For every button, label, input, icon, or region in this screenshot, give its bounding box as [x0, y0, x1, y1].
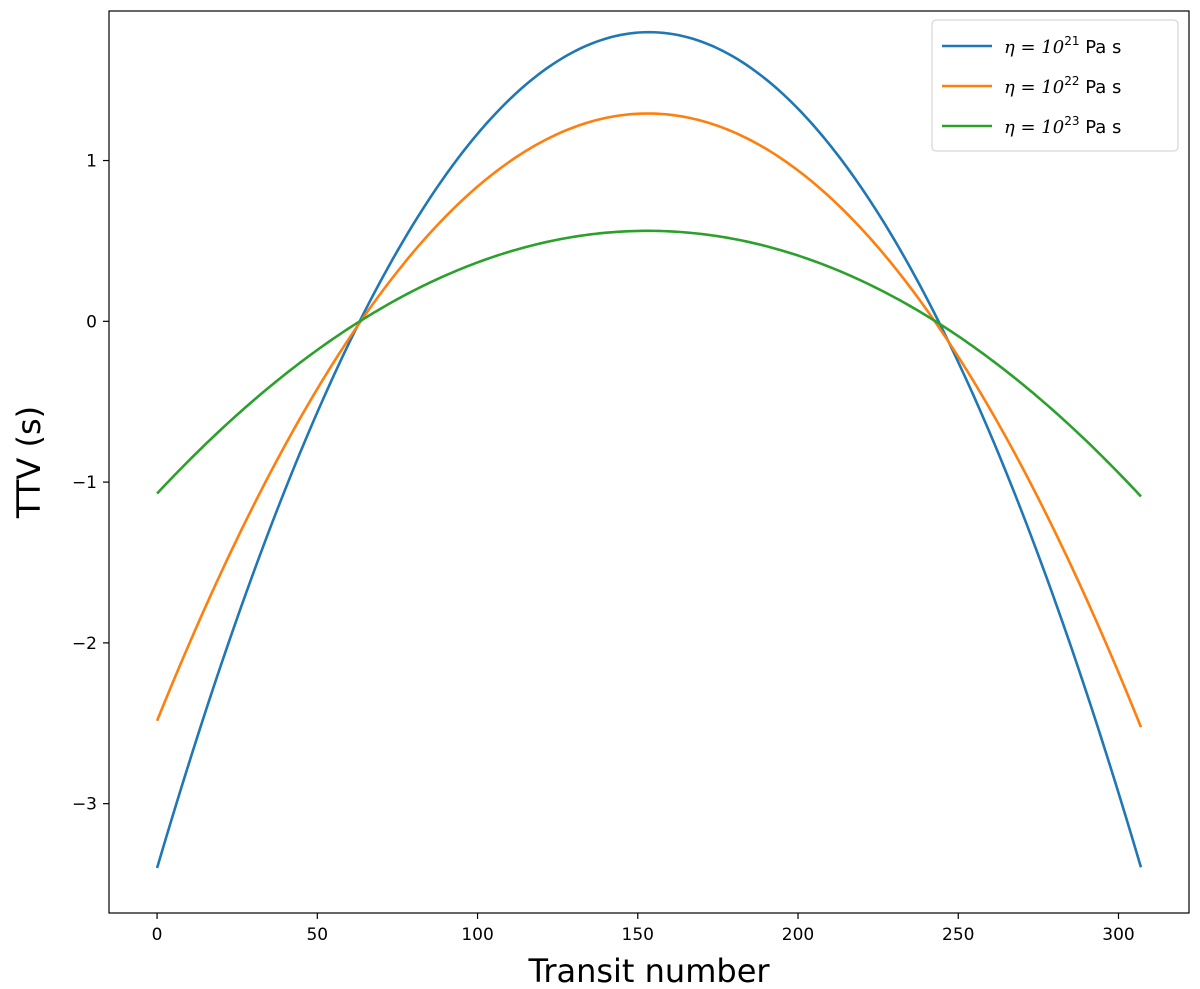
legend-label-3: η = 1023 Pa s: [1004, 114, 1121, 138]
series-layer: [155, 30, 1143, 869]
x-tick-label: 50: [306, 925, 328, 945]
series-line-2: [155, 112, 1143, 728]
y-axis-ticks: −3 −2 −1 0 1: [72, 152, 109, 815]
x-axis-title: Transit number: [527, 952, 770, 989]
x-tick-label: 150: [622, 925, 654, 945]
y-tick-label: −2: [72, 634, 97, 654]
legend-box: [931, 19, 1179, 152]
y-tick-label: 1: [86, 152, 97, 172]
y-tick-label: 0: [86, 312, 97, 332]
y-tick-label: −3: [72, 795, 97, 815]
x-tick-label: 100: [461, 925, 493, 945]
legend: η = 1021 Pa s η = 1022 Pa s η = 1023 Pa s: [931, 19, 1179, 152]
series-line-3: [156, 229, 1142, 498]
y-tick-label: −1: [72, 473, 97, 493]
legend-label-1: η = 1021 Pa s: [1004, 34, 1121, 58]
x-tick-label: 300: [1102, 925, 1134, 945]
y-axis-title: TTV (s): [10, 406, 48, 519]
legend-label-2: η = 1022 Pa s: [1004, 74, 1121, 98]
x-axis-ticks: 0 50 100 150 200 250 300: [152, 913, 1135, 945]
plot-frame: [108, 10, 1190, 914]
series-line-1: [155, 30, 1143, 869]
x-tick-label: 250: [942, 925, 974, 945]
x-tick-label: 200: [782, 925, 814, 945]
x-tick-label: 0: [152, 925, 163, 945]
